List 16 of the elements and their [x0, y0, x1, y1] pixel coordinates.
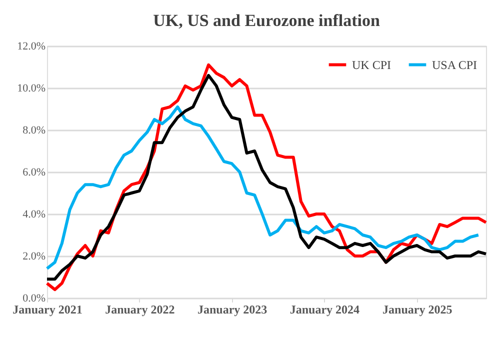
x-tick-label: January 2021 [12, 302, 82, 316]
chart-title: UK, US and Eurozone inflation [153, 11, 380, 30]
y-tick-label: 10.0% [17, 82, 46, 94]
y-tick-label: 0.0% [22, 292, 46, 304]
line-series [46, 105, 480, 270]
y-tick-label: 2.0% [22, 250, 46, 262]
x-tick-label: January 2022 [105, 302, 175, 316]
x-tick-label: January 2024 [290, 302, 360, 316]
y-tick-label: 4.0% [22, 208, 46, 220]
y-tick-label: 12.0% [17, 40, 46, 52]
y-tick-label: 6.0% [22, 166, 46, 178]
x-tick-label: January 2025 [382, 302, 452, 316]
y-tick-label: 8.0% [22, 124, 46, 136]
x-tick-label: January 2023 [197, 302, 268, 316]
legend-label: USA CPI [432, 58, 478, 72]
legend-label: UK CPI [352, 58, 392, 72]
